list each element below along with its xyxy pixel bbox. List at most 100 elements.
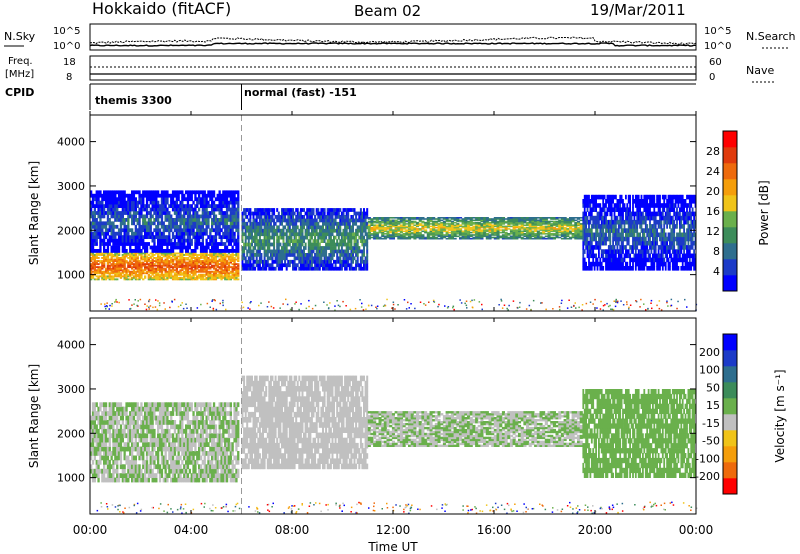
cell (158, 238, 162, 243)
cell (389, 237, 393, 240)
date-title: 19/Mar/2011 (590, 1, 686, 19)
cell (123, 218, 126, 222)
cell (520, 223, 524, 225)
cell (467, 220, 471, 223)
cell (138, 275, 141, 278)
cell (183, 242, 186, 246)
cell (450, 228, 454, 230)
cell (205, 252, 208, 255)
cell (158, 270, 162, 273)
cell (214, 214, 218, 219)
cell (263, 225, 266, 230)
cell (119, 260, 123, 262)
cell (235, 207, 238, 212)
cell (499, 224, 503, 226)
cell (276, 242, 279, 247)
cell (358, 235, 361, 240)
cell (199, 190, 203, 195)
cell (526, 236, 530, 239)
cell (378, 223, 382, 225)
cell (534, 217, 538, 219)
cell (97, 207, 100, 212)
cell (110, 245, 113, 250)
cell (171, 258, 175, 261)
cell (536, 236, 540, 239)
cell (201, 204, 204, 208)
cell (274, 259, 277, 264)
cell (329, 208, 332, 212)
cell (121, 242, 124, 246)
cell (214, 254, 218, 256)
cell (299, 218, 302, 223)
cell (106, 200, 110, 205)
cell (116, 267, 119, 270)
cell (518, 231, 522, 234)
cell (263, 256, 266, 261)
cell (173, 275, 177, 278)
cell (326, 259, 329, 264)
cell (160, 235, 164, 239)
cell (352, 249, 354, 254)
cell (292, 208, 294, 212)
cell (91, 193, 95, 198)
cell (493, 237, 497, 240)
cell (469, 220, 473, 223)
cell (149, 235, 152, 239)
cell (555, 220, 559, 223)
freq-left-tick-top: 18 (63, 57, 76, 68)
cell (243, 246, 246, 250)
cell (337, 246, 340, 250)
cell (381, 220, 385, 223)
cell (164, 228, 167, 233)
cell (95, 278, 98, 281)
cell (426, 237, 430, 240)
cell (179, 211, 182, 215)
cell (399, 221, 403, 224)
cell (323, 218, 326, 223)
cell (317, 259, 320, 264)
cell (101, 273, 104, 276)
cell (144, 275, 147, 278)
cell (97, 272, 100, 275)
cell (268, 263, 271, 268)
cell (149, 190, 152, 195)
cell (318, 228, 321, 233)
cell (224, 235, 227, 239)
cell (268, 221, 271, 226)
cell (166, 242, 169, 246)
cell (599, 211, 602, 217)
cell (119, 272, 123, 275)
cell (426, 226, 430, 229)
cell (114, 214, 117, 219)
cell (117, 257, 121, 259)
cell (196, 255, 199, 258)
cell (188, 224, 191, 229)
cell (125, 242, 128, 246)
cell (461, 233, 465, 235)
cell (363, 266, 365, 271)
cell (216, 261, 219, 264)
cell (583, 261, 586, 267)
cell (211, 190, 214, 195)
cell (318, 215, 321, 219)
cell (586, 203, 589, 208)
cell (131, 255, 134, 258)
cell (247, 256, 250, 261)
cell (125, 255, 128, 258)
cell (345, 218, 348, 223)
cell (271, 215, 274, 219)
cell (144, 276, 147, 279)
cell (512, 233, 516, 235)
cell (461, 226, 465, 229)
cell (110, 197, 113, 202)
nave-label: Nave (746, 64, 774, 77)
cell (320, 246, 323, 250)
cell (247, 266, 250, 271)
cell (339, 256, 342, 261)
cell (507, 218, 511, 220)
cell (136, 255, 139, 258)
cell (307, 221, 310, 226)
cell (366, 215, 369, 219)
cell (544, 217, 548, 219)
cell (171, 266, 175, 269)
